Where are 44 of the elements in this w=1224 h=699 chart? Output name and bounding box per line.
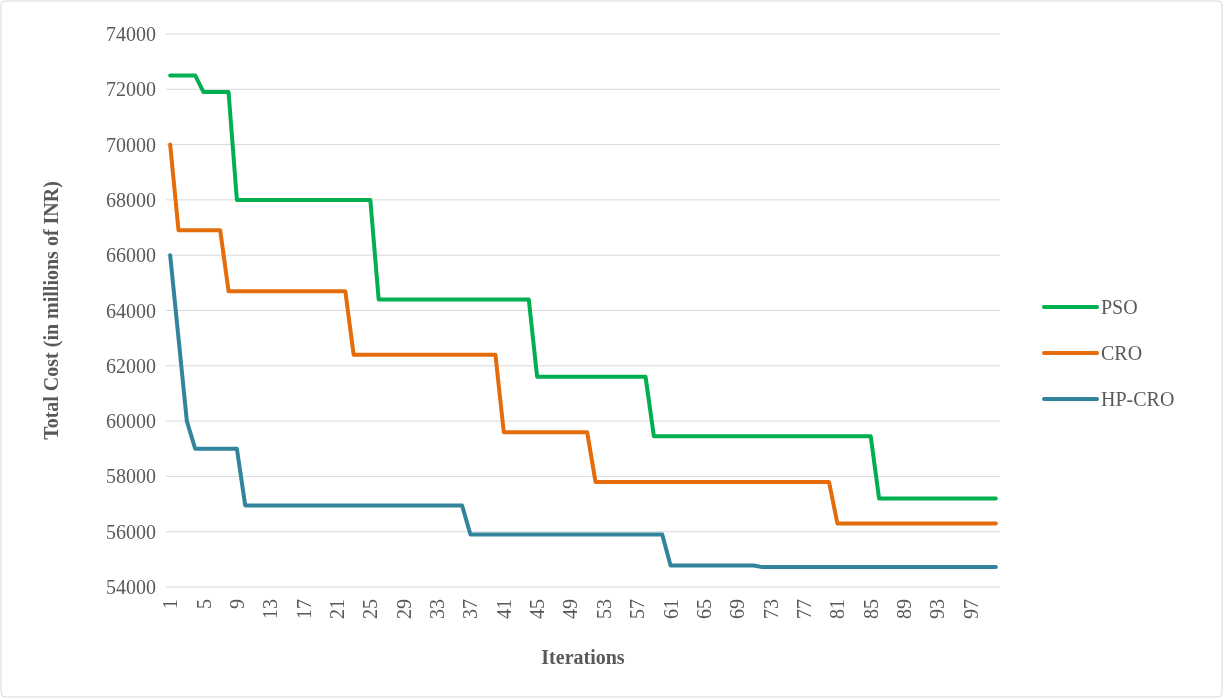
y-tick-label: 74000	[106, 23, 156, 45]
x-tick-label: 61	[659, 599, 682, 619]
x-axis-title: Iterations	[541, 646, 625, 668]
legend-label: HP-CRO	[1101, 388, 1175, 410]
y-tick-label: 68000	[106, 188, 156, 211]
x-tick-label: 5	[192, 599, 215, 609]
x-tick-label: 65	[692, 599, 715, 619]
x-tick-label: 1	[159, 599, 182, 609]
x-tick-label: 89	[893, 599, 916, 619]
x-tick-label: 29	[392, 599, 415, 619]
y-tick-label: 70000	[106, 133, 156, 156]
legend-label: PSO	[1101, 296, 1138, 318]
line-series	[168, 253, 998, 570]
x-tick-label: 69	[726, 599, 749, 619]
x-tick-label: 53	[592, 599, 615, 619]
y-tick-label: 62000	[106, 354, 156, 377]
x-tick-label: 85	[859, 599, 882, 619]
x-tick-label: 9	[225, 599, 248, 609]
y-tick-label: 60000	[106, 410, 156, 433]
x-tick-label: 37	[459, 599, 482, 619]
y-tick-label: 66000	[106, 244, 156, 267]
y-tick-label: 64000	[106, 299, 156, 322]
x-tick-label: 93	[926, 599, 949, 619]
y-tick-label: 54000	[106, 576, 156, 598]
x-tick-label: 57	[626, 599, 649, 619]
y-tick-label: 56000	[106, 520, 156, 543]
line-series	[168, 73, 998, 501]
x-tick-label: 13	[259, 599, 282, 619]
x-tick-label: 73	[759, 599, 782, 619]
legend-label: CRO	[1101, 342, 1143, 364]
x-tick-label: 45	[526, 599, 549, 619]
y-axis-title: Total Cost (in millions of INR)	[40, 181, 63, 440]
y-tick-label: 58000	[106, 465, 156, 488]
x-tick-label: 21	[325, 599, 348, 619]
x-tick-label: 33	[426, 599, 449, 619]
x-tick-label: 77	[793, 599, 816, 619]
x-tick-label: 17	[292, 599, 315, 619]
line-series	[168, 142, 998, 526]
x-tick-label: 41	[492, 599, 515, 619]
y-tick-label: 72000	[106, 78, 156, 101]
x-tick-label: 49	[559, 599, 582, 619]
x-tick-label: 25	[359, 599, 382, 619]
x-tick-label: 97	[959, 599, 982, 619]
x-tick-label: 81	[826, 599, 849, 619]
